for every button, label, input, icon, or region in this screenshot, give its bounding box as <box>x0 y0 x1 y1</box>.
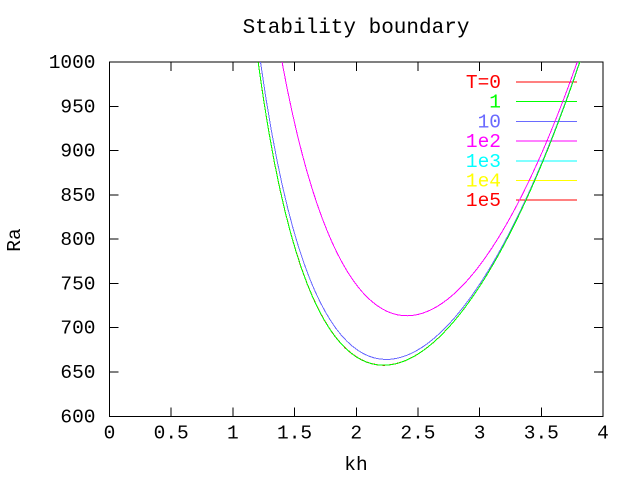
svg-text:950: 950 <box>60 96 95 118</box>
svg-text:1: 1 <box>227 422 239 444</box>
svg-text:3: 3 <box>474 422 486 444</box>
svg-text:0.5: 0.5 <box>154 422 189 444</box>
svg-text:1e3: 1e3 <box>466 151 501 173</box>
svg-text:4: 4 <box>597 422 609 444</box>
svg-text:1.5: 1.5 <box>277 422 312 444</box>
svg-text:1: 1 <box>489 92 501 114</box>
svg-text:T=0: T=0 <box>466 72 501 94</box>
svg-text:10: 10 <box>478 111 501 133</box>
svg-text:2.5: 2.5 <box>400 422 435 444</box>
svg-text:1e5: 1e5 <box>466 190 501 212</box>
svg-text:750: 750 <box>60 273 95 295</box>
svg-text:kh: kh <box>344 454 367 476</box>
svg-text:700: 700 <box>60 318 95 340</box>
svg-text:0: 0 <box>104 422 116 444</box>
svg-text:2: 2 <box>350 422 362 444</box>
svg-text:900: 900 <box>60 141 95 163</box>
svg-text:650: 650 <box>60 362 95 384</box>
svg-text:Ra: Ra <box>4 228 26 252</box>
svg-text:Stability boundary: Stability boundary <box>243 17 470 40</box>
svg-text:1e2: 1e2 <box>466 131 501 153</box>
svg-text:1e4: 1e4 <box>466 171 501 193</box>
svg-text:1000: 1000 <box>49 52 96 74</box>
svg-text:800: 800 <box>60 229 95 251</box>
svg-text:600: 600 <box>60 406 95 428</box>
svg-text:3.5: 3.5 <box>524 422 559 444</box>
svg-text:850: 850 <box>60 185 95 207</box>
